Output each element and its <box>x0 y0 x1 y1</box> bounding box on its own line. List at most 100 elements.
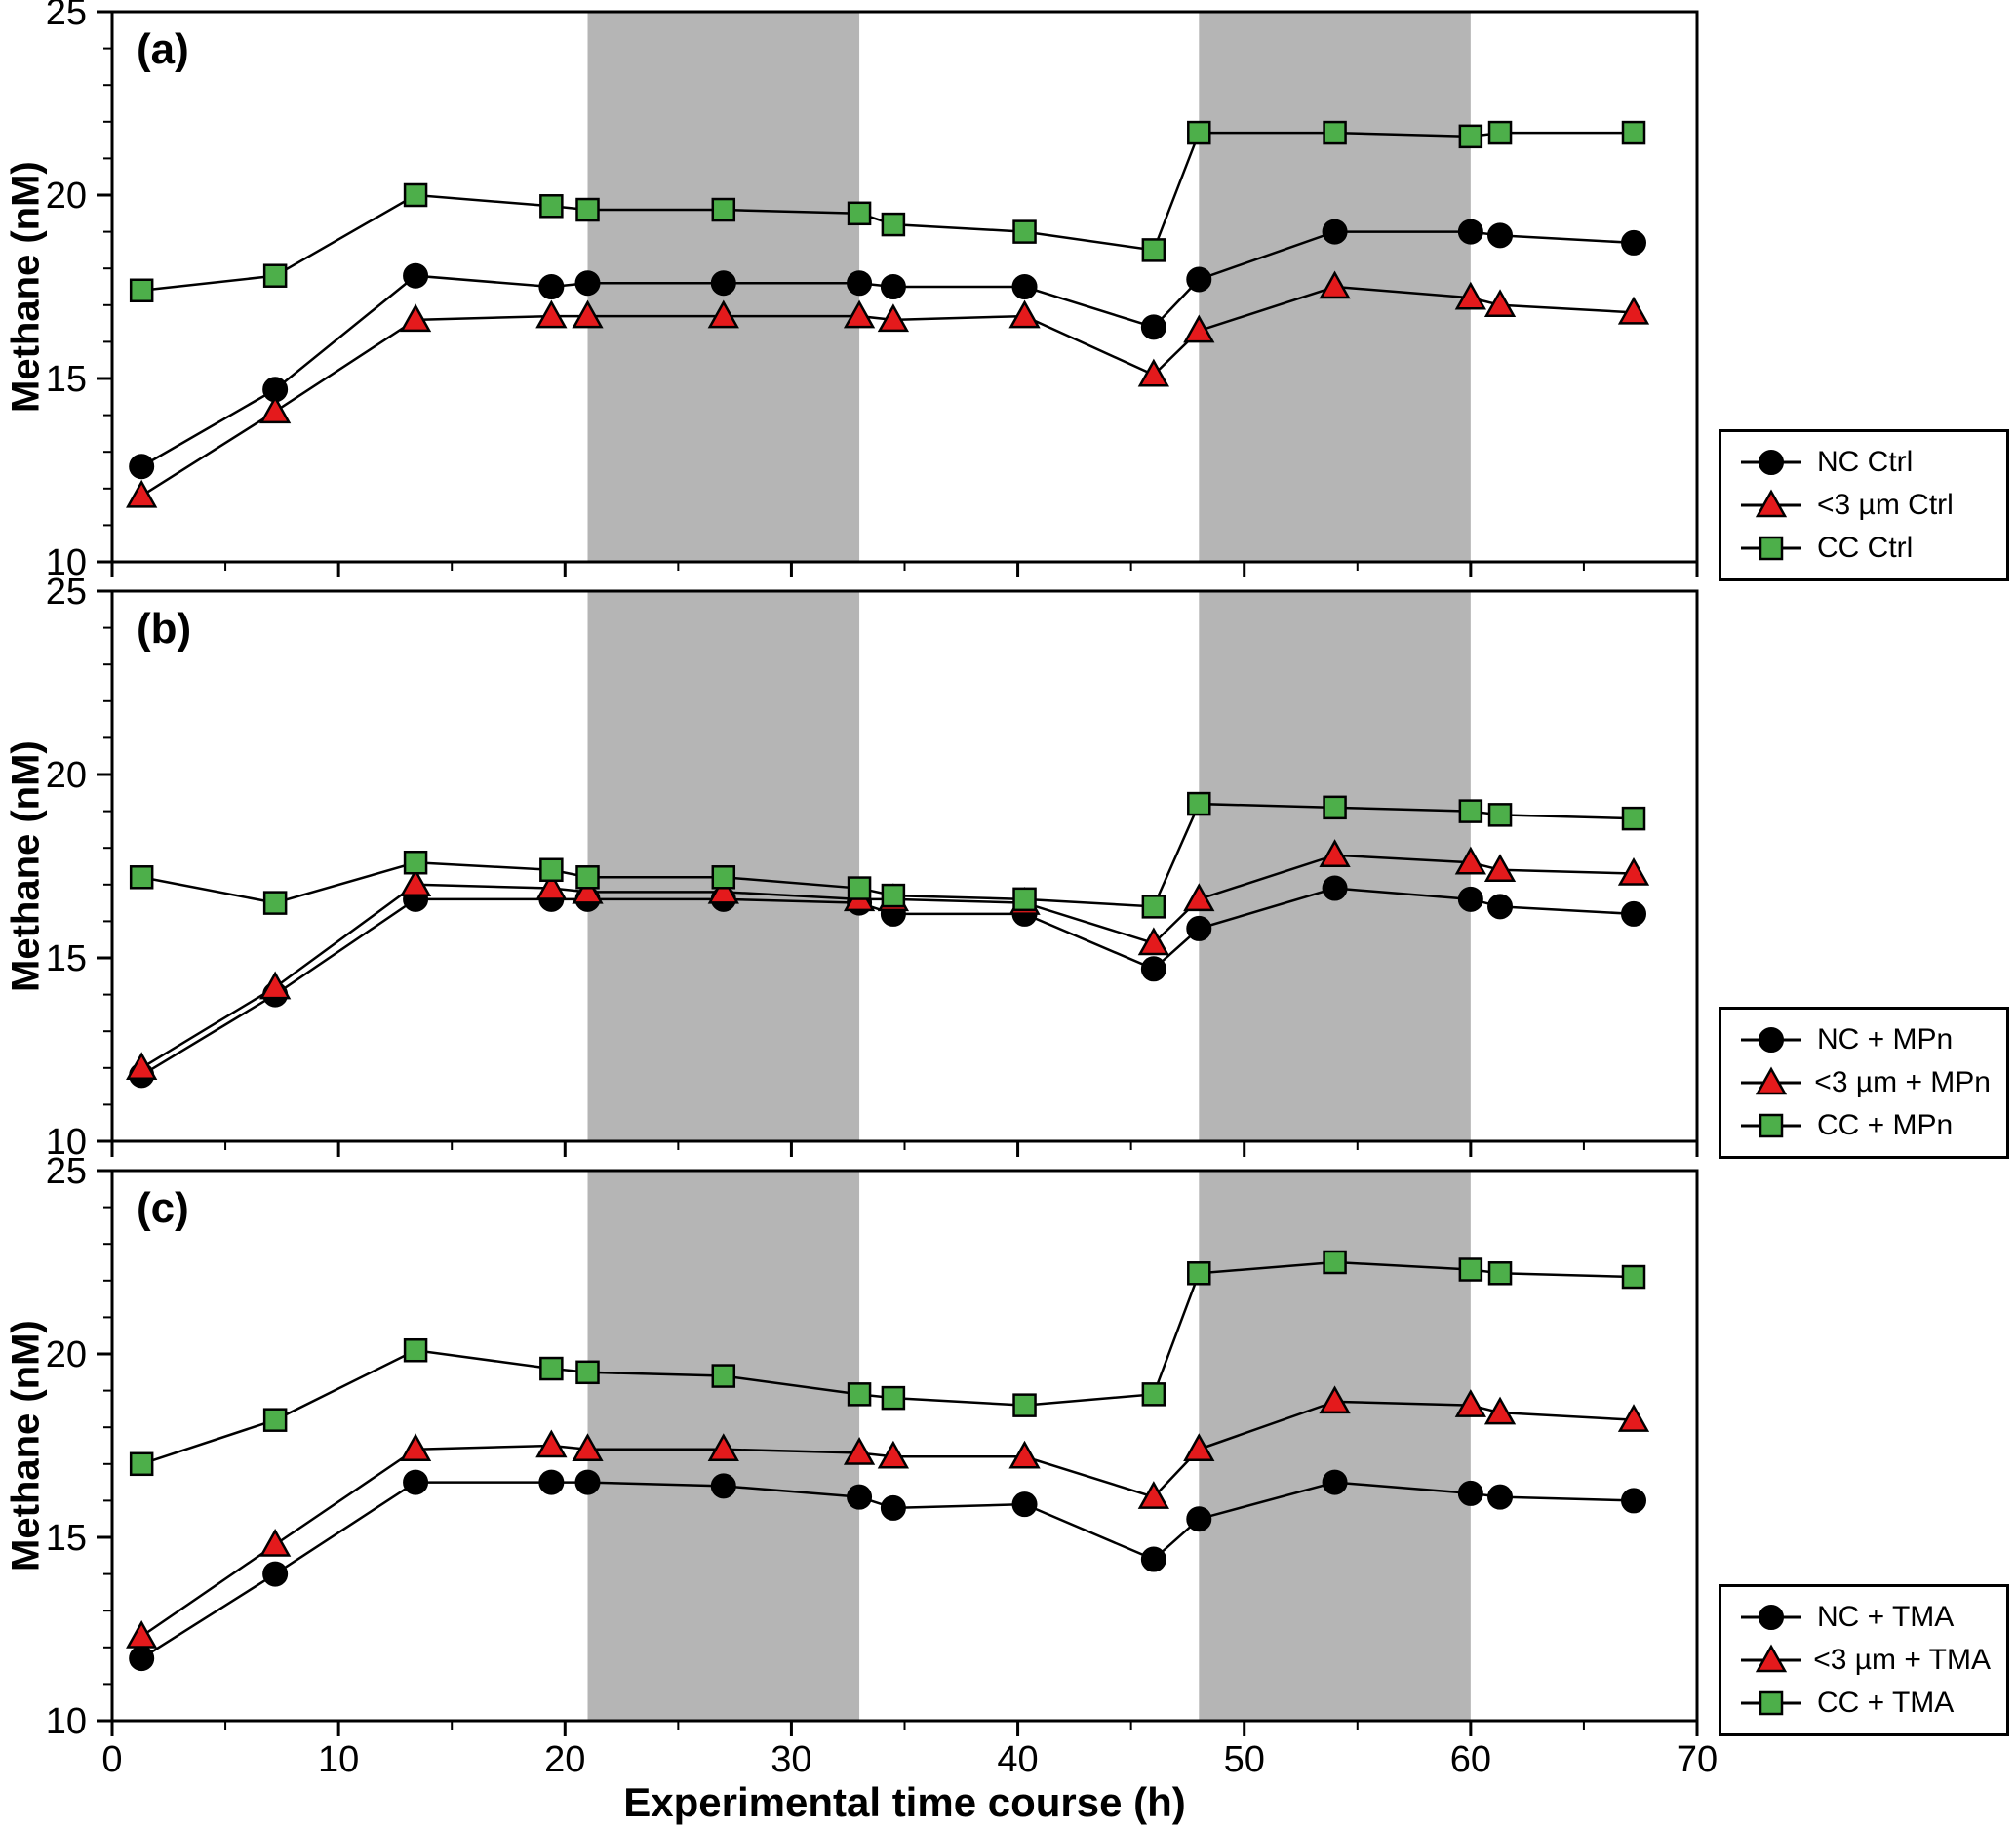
data-point-marker <box>1137 927 1169 956</box>
data-point-marker <box>1759 1113 1784 1138</box>
series-<3 µm Ctrl <box>126 270 1650 508</box>
data-point-marker <box>1483 854 1517 883</box>
data-point-marker <box>710 1473 736 1499</box>
data-point-marker <box>1323 1250 1347 1275</box>
data-point-marker <box>1012 887 1037 912</box>
data-point-marker <box>1141 895 1166 919</box>
data-point-marker <box>1621 229 1646 256</box>
triangle-marker-icon <box>1741 1644 1801 1673</box>
y-tick-label: 25 <box>46 0 87 33</box>
panel-label-c: (c) <box>137 1184 189 1232</box>
data-point-marker <box>1187 791 1211 816</box>
data-point-marker <box>1458 799 1483 823</box>
data-point-marker <box>847 876 872 900</box>
data-point-marker <box>572 1433 604 1462</box>
data-point-marker <box>1458 124 1483 149</box>
square-marker-icon <box>1741 1113 1801 1138</box>
data-point-marker <box>399 1433 432 1462</box>
panel-b: 10 15 20 25 <box>46 572 1699 1163</box>
x-axis-ticks <box>110 562 1699 577</box>
data-point-marker <box>1621 1488 1646 1514</box>
data-point-marker <box>1759 1690 1784 1716</box>
legend-label: <3 µm Ctrl <box>1817 489 1954 521</box>
data-point-marker <box>881 212 906 237</box>
data-point-marker <box>1454 1389 1486 1417</box>
y-tick-label: 25 <box>46 572 87 613</box>
data-point-marker <box>129 865 154 890</box>
data-point-marker <box>1323 795 1347 820</box>
x-tick-label: 50 <box>1224 1739 1265 1780</box>
data-point-marker <box>1141 1382 1166 1407</box>
data-point-marker <box>843 1436 876 1465</box>
data-point-marker <box>1322 219 1348 245</box>
data-point-marker <box>1487 1484 1514 1510</box>
data-point-marker <box>1617 856 1650 886</box>
data-point-marker <box>881 883 906 908</box>
data-point-marker <box>1183 883 1215 912</box>
legend-item: NC + TMA <box>1737 1601 1991 1634</box>
legend-label: CC Ctrl <box>1817 532 1914 564</box>
plot-frame <box>110 1169 1699 1723</box>
series-CC + TMA <box>129 1250 1646 1477</box>
data-point-marker <box>707 1433 739 1462</box>
data-point-marker <box>129 454 155 480</box>
legend-label: NC + TMA <box>1817 1601 1955 1633</box>
legend-panel-a: NC Ctrl <3 µm Ctrl CC Ctrl <box>1719 429 2009 581</box>
data-point-marker <box>575 865 600 890</box>
data-point-marker <box>710 270 736 297</box>
data-point-marker <box>847 1484 873 1510</box>
data-point-marker <box>1011 1491 1038 1518</box>
y-tick-label: 15 <box>46 359 87 400</box>
series-CC + MPn <box>129 791 1646 919</box>
data-point-marker <box>1617 296 1650 325</box>
data-point-marker <box>1487 120 1513 145</box>
data-point-marker <box>1008 1440 1041 1469</box>
data-point-marker <box>572 299 604 329</box>
legend-label: <3 µm + TMA <box>1813 1644 1991 1676</box>
data-point-marker <box>129 1646 155 1672</box>
legend-item: <3 µm + TMA <box>1737 1644 1991 1677</box>
legend-label: NC Ctrl <box>1817 446 1914 478</box>
data-point-marker <box>129 1451 154 1477</box>
data-point-marker <box>1008 299 1041 329</box>
data-point-marker <box>1483 1396 1517 1425</box>
data-point-marker <box>538 274 565 299</box>
x-axis-ticks <box>110 1141 1699 1157</box>
data-point-marker <box>259 1528 292 1557</box>
square-marker-icon <box>1741 536 1801 561</box>
data-point-marker <box>262 1561 289 1587</box>
data-point-marker <box>1617 1404 1650 1432</box>
data-point-marker <box>262 891 288 915</box>
y-axis-ticks: 10 15 20 25 <box>46 572 112 1163</box>
data-point-marker <box>1137 1481 1169 1509</box>
data-point-marker <box>535 299 568 329</box>
data-point-marker <box>1759 536 1784 561</box>
x-tick-label: 0 <box>101 1739 122 1780</box>
y-axis-label-panel-b: Methane (nM) <box>4 740 48 992</box>
legend-panel-c: NC + TMA <3 µm + TMA CC + TMA <box>1719 1584 2009 1736</box>
x-tick-label: 10 <box>318 1739 359 1780</box>
data-point-marker <box>259 395 292 424</box>
data-point-marker <box>880 274 906 299</box>
data-point-marker <box>1621 806 1646 831</box>
square-marker-icon <box>1741 1690 1801 1716</box>
data-point-marker <box>399 303 432 333</box>
panel-a: 10 15 20 25 <box>46 0 1699 583</box>
data-point-marker <box>880 1494 906 1521</box>
legend-item: CC Ctrl <box>1737 532 1991 565</box>
panel-label-b: (b) <box>137 605 192 653</box>
legend-label: <3 µm + MPn <box>1814 1066 1991 1098</box>
data-point-marker <box>1137 358 1169 387</box>
y-tick-label: 15 <box>46 1518 87 1559</box>
panel-c: 10 15 20 25 0 10 20 30 40 50 60 70 <box>46 1151 1718 1780</box>
data-point-marker <box>403 850 428 875</box>
data-point-marker <box>877 303 910 333</box>
data-point-marker <box>539 857 564 883</box>
data-point-marker <box>847 270 873 297</box>
y-tick-label: 25 <box>46 1151 87 1192</box>
data-point-marker <box>1755 489 1788 518</box>
y-tick-label: 10 <box>46 1122 87 1163</box>
data-point-marker <box>535 872 568 900</box>
data-point-marker <box>1319 270 1351 299</box>
legend-item: <3 µm Ctrl <box>1737 489 1991 522</box>
